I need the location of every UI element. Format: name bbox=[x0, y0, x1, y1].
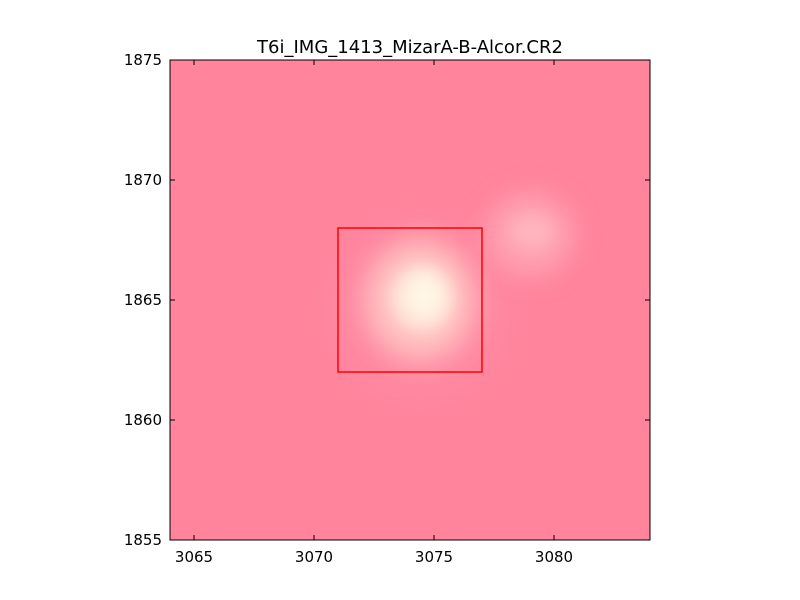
y-axis: 1855 1860 1865 1870 1875 bbox=[124, 51, 650, 549]
y-tick-label: 1870 bbox=[124, 171, 162, 189]
plot-area bbox=[169, 59, 651, 541]
chart-title: T6i_IMG_1413_MizarA-B-Alcor.CR2 bbox=[256, 37, 563, 58]
x-tick-label: 3080 bbox=[535, 548, 573, 566]
x-axis: 3065 3070 3075 3080 bbox=[175, 60, 573, 566]
x-tick-label: 3070 bbox=[295, 548, 333, 566]
y-tick-label: 1875 bbox=[124, 51, 162, 69]
y-tick-label: 1855 bbox=[124, 531, 162, 549]
x-tick-label: 3075 bbox=[415, 548, 453, 566]
image-layer bbox=[340, 193, 575, 390]
selection-rectangle bbox=[337, 227, 483, 373]
star-alcor-core bbox=[510, 214, 554, 250]
star-mizar-core bbox=[406, 276, 442, 316]
x-tick-label: 3065 bbox=[175, 548, 213, 566]
y-tick-label: 1865 bbox=[124, 291, 162, 309]
y-tick-label: 1860 bbox=[124, 411, 162, 429]
